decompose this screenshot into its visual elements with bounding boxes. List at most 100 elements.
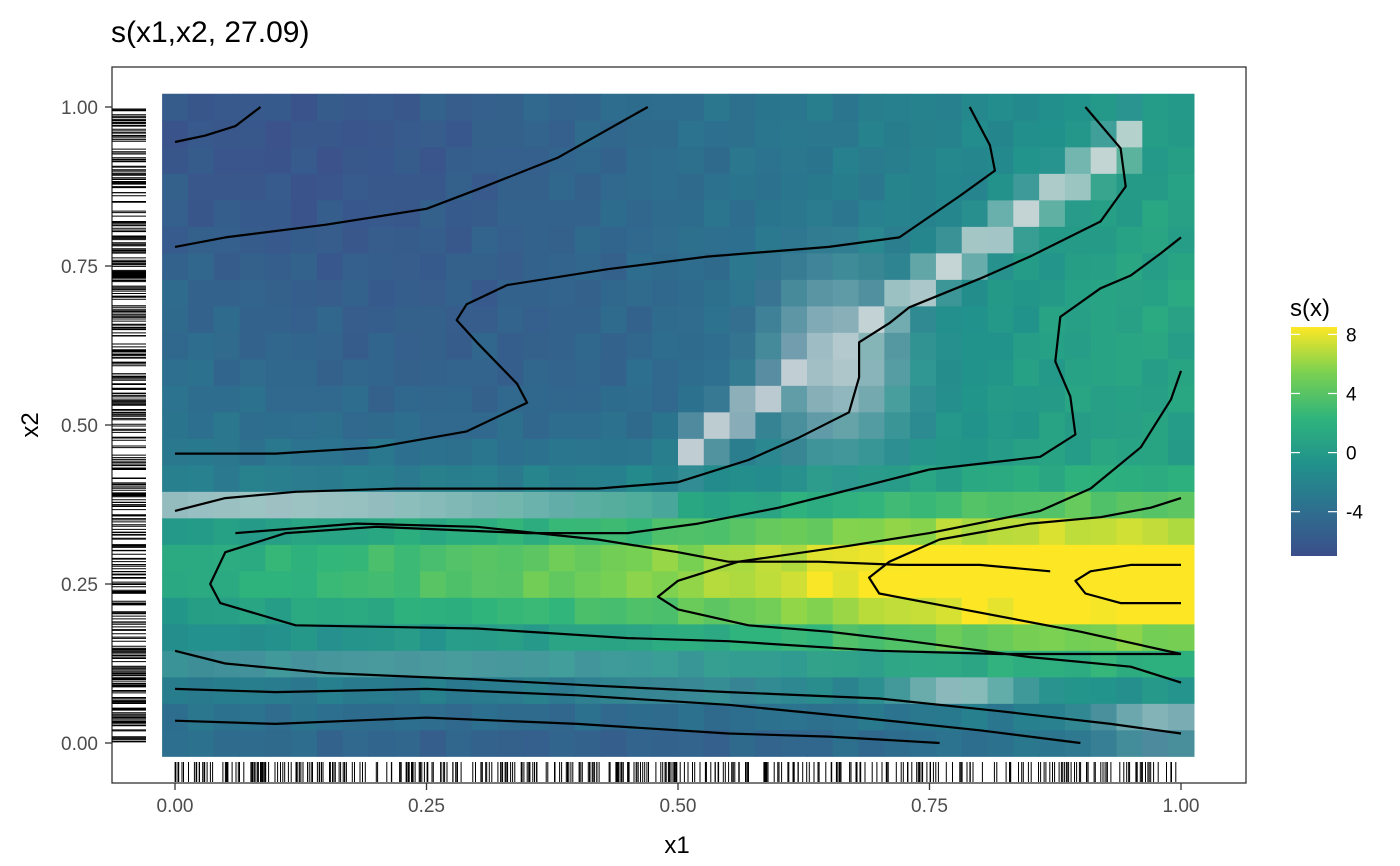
heat-tile bbox=[420, 93, 447, 121]
heat-tile bbox=[471, 544, 499, 572]
heat-tile bbox=[420, 650, 447, 678]
heat-tile bbox=[1013, 676, 1040, 704]
heat-tile bbox=[445, 570, 473, 598]
heat-tile bbox=[678, 438, 705, 466]
heat-tile bbox=[420, 464, 447, 492]
heat-tile bbox=[1064, 491, 1092, 519]
heat-tile bbox=[832, 252, 860, 280]
heat-tile bbox=[678, 120, 705, 148]
heat-tile bbox=[1039, 676, 1066, 704]
heat-tile bbox=[523, 438, 550, 466]
heat-tile bbox=[806, 199, 834, 227]
heat-tile bbox=[935, 729, 963, 757]
heat-tile bbox=[755, 491, 782, 519]
heat-tile bbox=[574, 385, 602, 413]
heat-tile bbox=[368, 226, 395, 254]
heat-tile bbox=[1116, 517, 1143, 545]
heat-tile bbox=[884, 385, 911, 413]
heat-tile bbox=[291, 650, 318, 678]
y-axis-title: x2 bbox=[17, 412, 44, 437]
heat-tile bbox=[213, 305, 241, 333]
heat-tile bbox=[265, 93, 292, 121]
heat-tile bbox=[471, 120, 499, 148]
heat-tile bbox=[1013, 252, 1040, 280]
heat-tile bbox=[652, 517, 679, 545]
heat-tile bbox=[342, 544, 370, 572]
heat-tile bbox=[549, 226, 576, 254]
heat-tile bbox=[342, 146, 370, 174]
heat-tile bbox=[368, 93, 395, 121]
heat-tile bbox=[1142, 226, 1169, 254]
heat-tile bbox=[549, 491, 576, 519]
heat-tile bbox=[574, 332, 602, 360]
heat-tile bbox=[394, 650, 421, 678]
heat-tile bbox=[729, 358, 756, 386]
heat-tile bbox=[1142, 146, 1169, 174]
heat-tile bbox=[781, 385, 808, 413]
heat-tile bbox=[1090, 332, 1118, 360]
heat-tile bbox=[729, 226, 756, 254]
heat-tile bbox=[1116, 676, 1143, 704]
heat-tile bbox=[342, 729, 370, 757]
heat-tile bbox=[910, 517, 937, 545]
heat-tile bbox=[162, 491, 189, 519]
heat-tile bbox=[291, 252, 318, 280]
heat-tile bbox=[832, 517, 860, 545]
heat-tile bbox=[678, 623, 705, 651]
heat-tile bbox=[1013, 279, 1040, 307]
heat-tile bbox=[342, 199, 370, 227]
contour-line bbox=[174, 716, 940, 745]
heat-tile bbox=[652, 358, 679, 386]
contour-line bbox=[174, 106, 1127, 512]
heat-tile bbox=[291, 464, 318, 492]
heat-tile bbox=[832, 173, 860, 201]
heat-tile bbox=[1116, 358, 1143, 386]
heat-tile bbox=[678, 491, 705, 519]
heat-tile bbox=[678, 570, 705, 598]
heat-tile bbox=[1090, 570, 1118, 598]
heat-tile bbox=[1142, 544, 1169, 572]
heat-tile bbox=[1090, 517, 1118, 545]
heat-tile bbox=[961, 464, 989, 492]
heat-tile bbox=[910, 650, 937, 678]
heat-tile bbox=[755, 385, 782, 413]
heat-tile bbox=[1039, 305, 1066, 333]
heat-tile bbox=[523, 703, 550, 731]
heat-tile bbox=[678, 226, 705, 254]
heat-tile bbox=[910, 332, 937, 360]
heat-tile bbox=[858, 358, 885, 386]
heat-tile bbox=[420, 146, 447, 174]
heat-tile bbox=[445, 279, 473, 307]
heat-tile bbox=[420, 252, 447, 280]
heat-tile bbox=[703, 491, 731, 519]
heat-tile bbox=[497, 199, 524, 227]
heat-tile bbox=[342, 703, 370, 731]
heat-tile bbox=[316, 93, 344, 121]
heat-tile bbox=[213, 173, 241, 201]
heat-tile bbox=[316, 703, 344, 731]
heat-tile bbox=[678, 146, 705, 174]
heat-tile bbox=[832, 438, 860, 466]
heat-tile bbox=[523, 570, 550, 598]
heat-tile bbox=[910, 358, 937, 386]
heat-tile bbox=[1090, 146, 1118, 174]
heat-tile bbox=[394, 226, 421, 254]
heat-tile bbox=[265, 199, 292, 227]
heat-tile bbox=[832, 226, 860, 254]
heat-tile bbox=[265, 491, 292, 519]
heat-tile bbox=[1039, 332, 1066, 360]
heat-tile bbox=[368, 279, 395, 307]
heat-tile bbox=[1116, 332, 1143, 360]
heat-tile bbox=[291, 120, 318, 148]
heat-tile bbox=[187, 438, 215, 466]
heat-tile bbox=[1039, 173, 1066, 201]
heat-tile bbox=[910, 199, 937, 227]
heat-tile bbox=[574, 226, 602, 254]
heat-tile bbox=[420, 438, 447, 466]
heat-tile bbox=[1064, 252, 1092, 280]
heat-tile bbox=[162, 411, 189, 439]
heat-tile bbox=[549, 703, 576, 731]
heat-tile bbox=[574, 570, 602, 598]
heat-tile bbox=[162, 146, 189, 174]
heat-tile bbox=[574, 676, 602, 704]
